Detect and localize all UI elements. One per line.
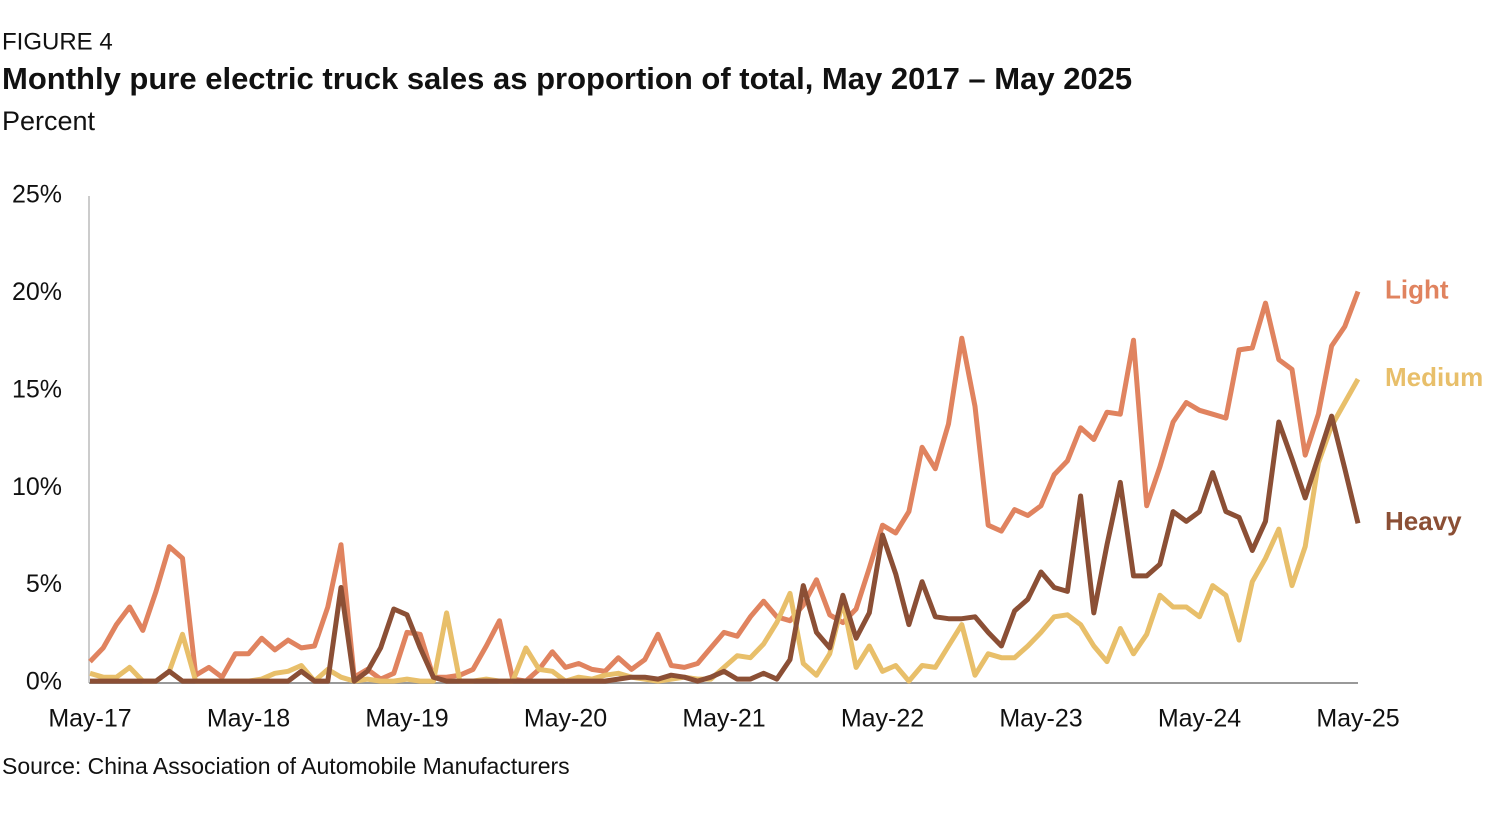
y-tick-label: 10% — [12, 473, 62, 501]
y-tick-label: 15% — [12, 375, 62, 403]
x-tick-label: May-19 — [365, 705, 448, 733]
chart-title: Monthly pure electric truck sales as pro… — [2, 61, 1132, 96]
series-line — [90, 413, 1361, 684]
x-tick-label: May-18 — [207, 705, 290, 733]
x-tick-label: May-23 — [999, 705, 1082, 733]
y-tick-label: 25% — [12, 181, 62, 209]
series-line — [88, 290, 1361, 684]
y-tick-label: 5% — [26, 570, 62, 598]
x-tick-label: May-17 — [48, 705, 131, 733]
series-label: Light — [1385, 274, 1449, 304]
x-tick-label: May-20 — [524, 705, 607, 733]
x-tick-label: May-24 — [1158, 705, 1241, 733]
chart-subtitle: Percent — [2, 106, 96, 136]
x-tick-label: May-25 — [1316, 705, 1399, 733]
x-tick-label: May-22 — [841, 705, 924, 733]
series-label: Heavy — [1385, 506, 1462, 536]
series-line — [89, 377, 1361, 684]
y-tick-label: 0% — [26, 668, 62, 696]
figure-label: FIGURE 4 — [2, 28, 113, 55]
x-tick-label: May-21 — [682, 705, 765, 733]
y-tick-label: 20% — [12, 278, 62, 306]
source: Source: China Association of Automobile … — [2, 753, 570, 779]
series-label: Medium — [1385, 362, 1483, 392]
